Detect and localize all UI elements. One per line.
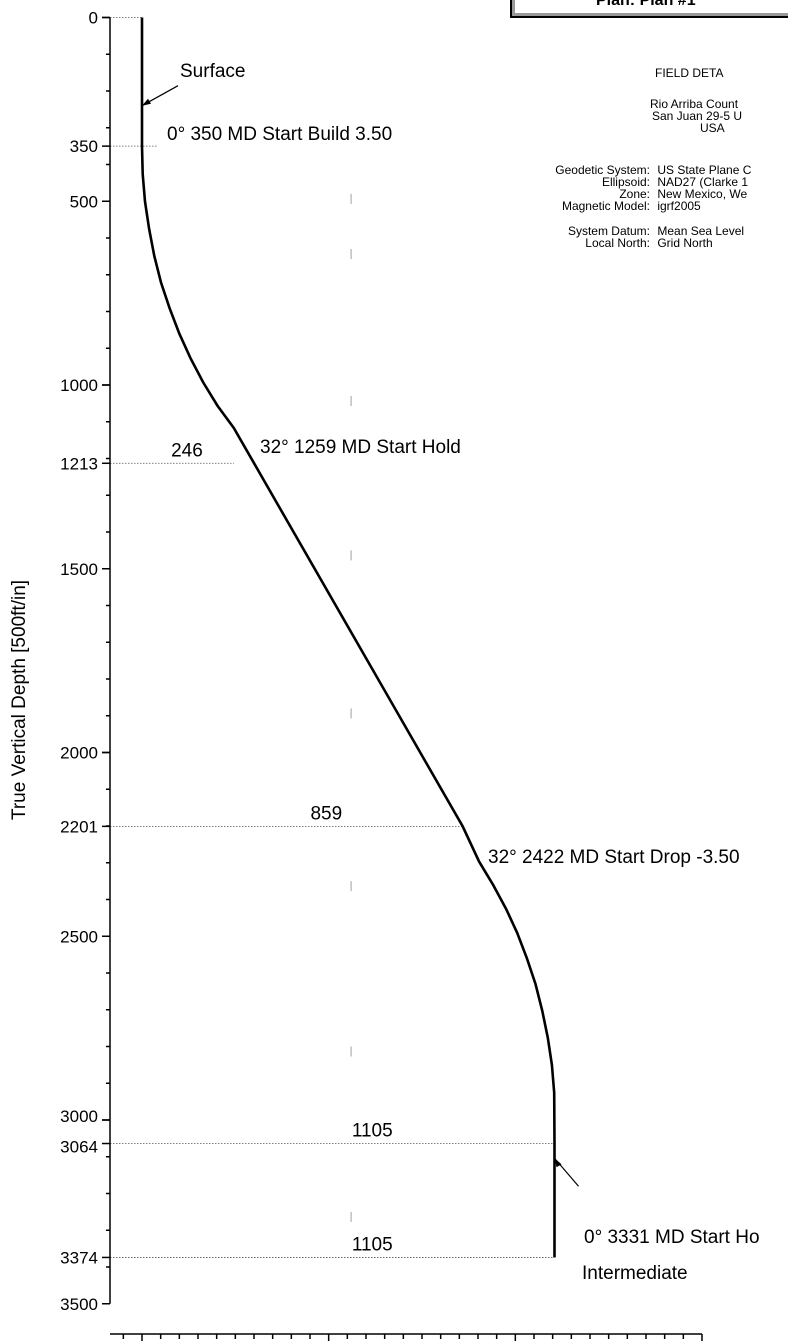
field-details-panel: FIELD DETA Rio Arriba Count San Juan 29-… [500,60,788,290]
field-row-geodetic: Geodetic System: US State Plane C [500,164,788,177]
field-row-zone: Zone: New Mexico, We [500,188,788,201]
y-tick-label: 350 [70,137,98,156]
location-line-3: USA [700,121,725,135]
y-tick-label: 2500 [60,927,98,946]
plan-label: Plan: Plan #1 [596,0,696,9]
guide-value-label: 246 [171,440,203,461]
field-row-value: US State Plane C [657,163,752,177]
y-tick-label: 3500 [60,1295,98,1314]
y-axis-label: True Vertical Depth [500ft/in] [9,580,30,820]
field-row-label: Zone: [619,187,650,201]
axes: 0 350 500 1000 1213 1500 2000 2201 2500 3000 3064 3… [60,9,703,1341]
guide-value-label: 859 [310,803,342,824]
field-row-ellipsoid: Ellipsoid: NAD27 (Clarke 1 [500,176,788,189]
field-row-label: Ellipsoid: [601,175,650,189]
field-row-magnetic: Magnetic Model: igrf2005 [500,200,788,213]
y-tick-label: 500 [70,192,98,211]
y-tick-label: 2000 [60,744,98,763]
field-row-label: Magnetic Model: [561,199,650,213]
location-line-2: San Juan 29-5 U [652,109,743,123]
field-details-title: FIELD DETA [655,66,724,80]
intermediate-arrow-head [554,1158,562,1168]
y-tick-label: 3000 [60,1107,98,1126]
field-row-north: Local North: Grid North [500,237,788,250]
y-tick-label: 1500 [60,560,98,579]
field-row-label: Geodetic System: [555,163,650,177]
y-tick-label: 1000 [60,376,98,395]
field-row-value: Grid North [657,236,713,250]
annotation-start-drop: 32° 2422 MD Start Drop -3.50 [488,847,740,868]
y-tick-label: 1213 [60,454,98,473]
annotation-start-hold-2: 0° 3331 MD Start Ho [584,1227,760,1248]
annotation-start-build: 0° 350 MD Start Build 3.50 [167,124,392,145]
guide-value-label: 1105 [352,1234,393,1255]
field-row-label: System Datum: [567,224,650,238]
grid-marks [110,17,352,1222]
field-row-value: New Mexico, We [657,187,748,201]
annotation-start-hold: 32° 1259 MD Start Hold [260,437,461,458]
surface-arrow-head [142,98,151,106]
surface-callout-label: Surface [180,61,245,82]
callouts: Surface Intermediate [141,61,688,1284]
field-row-value: Mean Sea Level [657,224,745,238]
well-trajectory-line [140,17,556,1258]
plan-header-box: Plan: Plan #1 [510,0,788,18]
location-line-1: Rio Arriba Count [650,97,739,111]
guide-value-label: 1105 [352,1121,393,1142]
field-row-label: Local North: [585,236,650,250]
guide-lines: 246 859 1105 1105 [110,145,555,1258]
intermediate-callout-label: Intermediate [582,1263,688,1284]
y-tick-label: 3374 [60,1248,98,1267]
field-row-value: NAD27 (Clarke 1 [657,175,749,189]
field-row-datum: System Datum: Mean Sea Level [500,225,788,238]
y-tick-label: 2201 [60,817,98,836]
field-row-value: igrf2005 [657,199,701,213]
y-tick-label: 0 [89,9,98,28]
y-tick-label: 3064 [60,1138,98,1157]
